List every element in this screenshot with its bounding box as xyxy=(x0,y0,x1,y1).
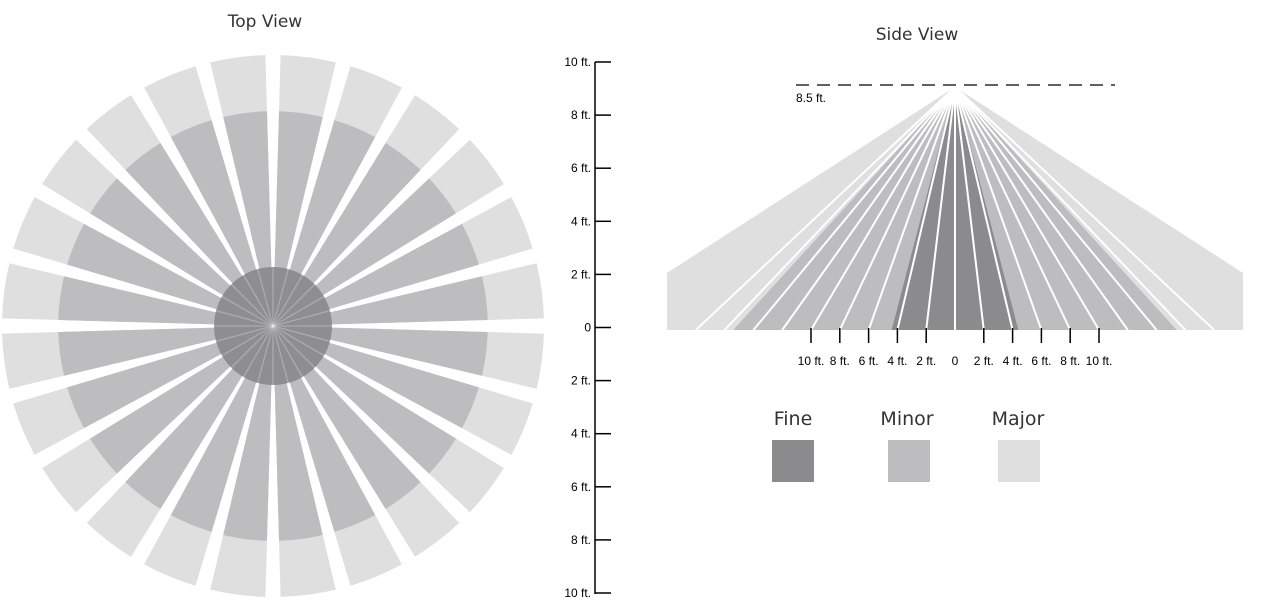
beam-line xyxy=(752,86,956,331)
beam-line xyxy=(954,86,1158,331)
x-tick-label: 2 ft. xyxy=(974,354,994,368)
sector-spoke xyxy=(165,325,274,513)
x-tick-label: 4 ft. xyxy=(887,354,907,368)
sector-spoke xyxy=(65,269,274,327)
beam-line xyxy=(867,86,956,331)
sector-spoke xyxy=(272,325,481,383)
sector-spoke xyxy=(272,218,460,327)
sector-spoke xyxy=(272,325,460,434)
height-label: 8.5 ft. xyxy=(796,91,826,105)
legend-minor-label: Minor xyxy=(880,408,933,430)
x-tick-label: 6 ft. xyxy=(859,354,879,368)
beam-line xyxy=(954,86,1100,331)
legend-minor-swatch xyxy=(888,440,930,482)
side-view-title: Side View xyxy=(876,25,959,45)
sector-spoke xyxy=(216,325,274,534)
beam-line xyxy=(838,86,956,331)
scale-tick-label: 2 ft. xyxy=(571,267,591,281)
scale-tick-label: 10 ft. xyxy=(564,586,591,600)
beam-line xyxy=(896,86,956,331)
sector-spoke xyxy=(272,139,381,327)
x-tick-label: 6 ft. xyxy=(1031,354,1051,368)
beam-line xyxy=(695,86,956,331)
legend-major-swatch xyxy=(998,440,1040,482)
beam-line xyxy=(954,86,1129,331)
scale-tick-label: 2 ft. xyxy=(571,374,591,388)
scale-tick-label: 10 ft. xyxy=(564,55,591,69)
legend-fine-swatch xyxy=(772,440,814,482)
beam-line xyxy=(723,86,956,331)
top-view-chart xyxy=(2,55,544,597)
legend-fine-label: Fine xyxy=(774,408,813,430)
sector-spoke xyxy=(272,325,330,534)
legend: Fine Minor Major xyxy=(772,408,1045,482)
sector-spoke xyxy=(65,325,274,383)
x-tick-label: 10 ft. xyxy=(798,354,825,368)
sector-spoke xyxy=(216,118,274,327)
beam-line xyxy=(781,86,956,331)
beam-line xyxy=(925,86,956,331)
side-view-chart: 10 ft. 8 ft. 6 ft. 4 ft. 2 ft. 0 2 ft. 4 ft. 6 f… xyxy=(667,84,1243,368)
beam-line xyxy=(954,86,1072,331)
beam-line xyxy=(954,86,985,331)
sector-spoke xyxy=(272,173,426,327)
scale-tick-label: 4 ft. xyxy=(571,214,591,228)
x-tick-label: 2 ft. xyxy=(916,354,936,368)
sector-spoke xyxy=(120,173,274,327)
beam-line xyxy=(954,86,1043,331)
top-view-title: Top View xyxy=(227,12,303,32)
x-tick-label: 8 ft. xyxy=(830,354,850,368)
sector-spoke xyxy=(272,325,381,513)
sector-spoke xyxy=(165,139,274,327)
x-tick-label: 4 ft. xyxy=(1003,354,1023,368)
x-tick-label: 0 xyxy=(952,354,959,368)
scale-tick-label: 6 ft. xyxy=(571,161,591,175)
sector-spoke xyxy=(272,118,330,327)
scale-tick-label: 8 ft. xyxy=(571,108,591,122)
x-tick-label: 8 ft. xyxy=(1060,354,1080,368)
scale-tick-label: 8 ft. xyxy=(571,533,591,547)
vertical-scale: 10 ft. 8 ft. 6 ft. 4 ft. 2 ft. 0 2 ft. 4 ft. 6 f… xyxy=(564,55,611,600)
beam-line xyxy=(954,86,1014,331)
scale-tick-label: 6 ft. xyxy=(571,480,591,494)
beam-line xyxy=(810,86,956,331)
legend-major-label: Major xyxy=(992,408,1045,430)
scale-tick-label: 0 xyxy=(584,321,591,335)
sector-spoke xyxy=(86,218,274,327)
x-tick-label: 10 ft. xyxy=(1086,354,1113,368)
sector-spoke xyxy=(86,325,274,434)
beam-line xyxy=(954,86,1187,331)
sector-spoke xyxy=(272,269,481,327)
beam-line xyxy=(954,86,1215,331)
scale-tick-label: 4 ft. xyxy=(571,427,591,441)
sector-spoke xyxy=(272,325,426,479)
fine-zone-circle xyxy=(214,267,332,385)
sector-spoke xyxy=(120,325,274,479)
